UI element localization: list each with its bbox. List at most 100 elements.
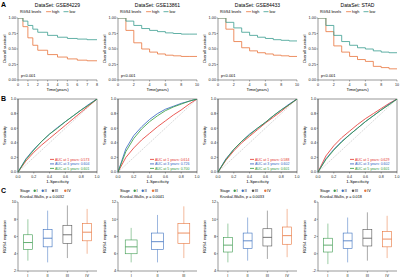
x-axis-label: Time(years) <box>346 87 369 92</box>
y-axis-label: RGS4 expression <box>302 219 307 252</box>
y-tick <box>117 157 119 158</box>
legend-label: AUC at 5 years: 0.601 <box>255 167 289 171</box>
y-tick <box>317 49 319 50</box>
y-tick-label: 0.25 <box>309 63 316 67</box>
y-tick-label: -2 <box>313 269 316 273</box>
y-tick <box>217 80 219 81</box>
series-line <box>218 99 297 172</box>
x-tick <box>77 80 78 82</box>
x-tick <box>197 80 198 82</box>
x-tick <box>265 80 266 82</box>
y-tick <box>117 80 119 81</box>
x-tick <box>67 271 68 273</box>
x-tick <box>267 271 268 273</box>
y-axis <box>18 18 19 80</box>
y-tick-label: 1.00 <box>309 16 316 20</box>
median <box>23 242 32 243</box>
legend-label: I <box>337 189 338 193</box>
y-tick <box>17 49 19 50</box>
y-tick-label: 0.75 <box>9 32 16 36</box>
legend-label: high <box>152 10 159 14</box>
x-tick <box>183 271 184 273</box>
plot-frame <box>118 99 197 172</box>
x-tick-label: 8 <box>96 83 98 87</box>
x-tick-label: 1.0 <box>395 175 400 179</box>
y-tick-label: 8 <box>14 218 16 222</box>
y-axis <box>118 18 119 80</box>
median <box>323 245 332 246</box>
y-tick-label: 0.50 <box>109 47 116 51</box>
legend-title: Stage <box>220 189 230 193</box>
legend-swatch <box>250 163 254 164</box>
x-tick-label: III <box>266 274 269 278</box>
legend-label: AUC at 5 years: 0.601 <box>55 167 89 171</box>
x-tick <box>397 80 398 82</box>
x-tick-label: 0.4 <box>247 175 252 179</box>
y-tick <box>117 142 119 143</box>
y-axis-label: Sensitivity <box>302 125 307 145</box>
x-tick-label: IV <box>85 274 89 278</box>
x-tick-label: 10 <box>195 83 199 87</box>
x-tick <box>97 172 98 174</box>
marks <box>23 205 91 262</box>
legend-label: I <box>37 189 38 193</box>
median <box>152 241 164 242</box>
x-tick <box>131 271 132 273</box>
series-line <box>118 18 197 34</box>
x-tick-label: 1.0 <box>95 175 100 179</box>
reference-line <box>118 99 197 172</box>
series-line <box>318 99 397 172</box>
x-tick <box>33 172 34 174</box>
x-tick <box>365 172 366 174</box>
y-tick-label: 4 <box>14 252 16 256</box>
box <box>323 238 332 252</box>
legend-label: IV <box>67 189 71 193</box>
y-tick <box>17 18 19 19</box>
marks <box>318 18 397 69</box>
y-tick-label: 0.4 <box>211 141 216 145</box>
x-tick <box>47 271 48 273</box>
x-tick-label: 0.0 <box>216 175 221 179</box>
box <box>263 229 272 246</box>
y-tick-label: 0.00 <box>109 78 116 82</box>
y-tick-label: 1.0 <box>111 97 116 101</box>
x-tick-label: 1 <box>27 83 29 87</box>
x-tick <box>318 172 319 174</box>
panel: 0.00.20.40.60.81.00.00.20.40.60.81.01-Sp… <box>302 97 400 184</box>
x-tick-label: 0 <box>317 83 319 87</box>
y-tick-label: 0.75 <box>109 32 116 36</box>
series-line <box>118 99 197 172</box>
x-tick <box>247 271 248 273</box>
y-tick-label: 10 <box>112 218 116 222</box>
x-tick-label: IV <box>385 274 389 278</box>
y-tick-label: 12 <box>112 200 116 204</box>
x-tick <box>81 172 82 174</box>
legend-label: high <box>252 10 259 14</box>
legend-swatch <box>350 159 354 160</box>
legend-label: IV <box>267 189 271 193</box>
x-tick <box>347 271 348 273</box>
x-axis <box>218 80 297 81</box>
x-tick <box>47 80 48 82</box>
y-tick <box>117 49 119 50</box>
y-tick-label: 0.6 <box>311 127 316 131</box>
marks <box>125 206 190 262</box>
x-tick <box>365 80 366 82</box>
x-tick <box>181 172 182 174</box>
legend-swatch <box>250 159 254 160</box>
y-tick-label: 0 <box>314 252 316 256</box>
x-tick-label: 0.2 <box>331 175 336 179</box>
y-tick-label: 0.00 <box>9 78 16 82</box>
y-axis <box>118 202 119 271</box>
y-tick-label: 8 <box>214 235 216 239</box>
title: DataSet: GSE84229 <box>35 2 81 8</box>
x-tick <box>349 80 350 82</box>
y-tick <box>117 128 119 129</box>
y-tick <box>17 172 19 173</box>
x-axis <box>218 271 297 272</box>
x-tick-label: II <box>347 274 349 278</box>
y-axis <box>18 202 19 271</box>
legend-swatch <box>150 159 154 160</box>
y-tick <box>217 157 219 158</box>
series-line <box>18 99 97 172</box>
